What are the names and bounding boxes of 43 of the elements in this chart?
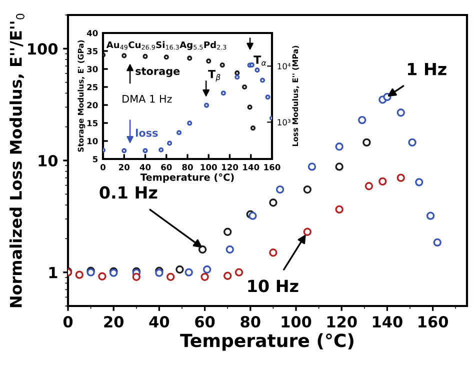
x-tick-label: 80: [182, 164, 193, 170]
annotation: T$_{β}$: [208, 70, 220, 82]
y-tick-label: 40: [86, 30, 98, 36]
x-tick-label: 20: [104, 316, 124, 328]
x-tick-label: 40: [140, 164, 151, 170]
y-tick-label: 15: [87, 120, 98, 126]
x-tick-label: 100: [282, 316, 312, 328]
x-tick-label: 160: [264, 164, 280, 170]
annotation: 0.1 Hz: [100, 186, 158, 199]
x-tick-label: 60: [161, 164, 172, 170]
x-tick-label: 80: [240, 316, 260, 328]
annotation: loss: [136, 128, 158, 137]
x-tick-label: 20: [118, 164, 130, 170]
y2-tick-label: 10⁴: [278, 63, 291, 70]
y-tick-label: 20: [87, 102, 98, 108]
y-tick-label: 35: [87, 48, 98, 54]
annotation: DMA 1 Hz: [122, 95, 172, 103]
x-tick-label: 160: [418, 316, 448, 328]
y2-tick-label: 10³: [278, 119, 290, 126]
annotation: T$_{α}$: [254, 56, 266, 66]
x-tick-label: 40: [149, 316, 170, 328]
y-tick-label: 100: [28, 43, 58, 55]
y-tick-label: 1: [49, 267, 58, 278]
y-tick-label: 10: [87, 138, 98, 144]
x-tick-label: 0: [63, 316, 73, 328]
y-axis-title: Normalized Loss Modulus, E''/E''$_{0}$: [10, 14, 24, 308]
x-tick-label: 120: [222, 164, 238, 170]
y-tick-label: 5: [92, 156, 98, 162]
x-tick-label: 60: [195, 316, 215, 328]
x-tick-label: 100: [200, 164, 217, 170]
x-axis-title: Temperature (°C): [180, 333, 354, 351]
x-tick-label: 140: [243, 164, 260, 170]
y-tick-label: 30: [87, 66, 98, 72]
text: Au$_{49}$Cu$_{26.9}$Si$_{16.3}$Ag$_{5.5}$Pd$_{2.3}$: [106, 41, 226, 50]
x-tick-label: 140: [372, 316, 402, 328]
x-tick-label: 120: [327, 316, 357, 328]
y-tick-label: 10: [38, 154, 58, 167]
x-tick-label: 0: [100, 164, 106, 170]
annotation: 10 Hz: [248, 280, 298, 292]
annotation: storage: [136, 68, 180, 78]
y-tick-label: 25: [87, 84, 98, 90]
annotation: 1 Hz: [408, 62, 446, 76]
x-axis-title: Temperature (°C): [140, 173, 234, 183]
